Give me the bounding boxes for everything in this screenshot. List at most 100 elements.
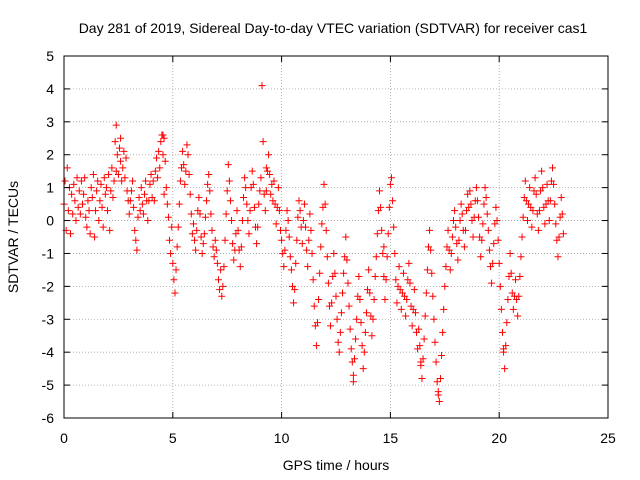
data-point [532, 190, 540, 198]
plot-area [60, 55, 609, 419]
data-point [104, 207, 112, 215]
data-point [107, 187, 115, 195]
data-point [159, 151, 167, 159]
data-point [380, 243, 388, 251]
data-point [119, 164, 127, 172]
data-point [67, 230, 75, 238]
data-point [355, 272, 363, 280]
data-point [435, 398, 443, 406]
y-tick-label: 2 [46, 147, 54, 163]
data-point [478, 236, 486, 244]
data-point [236, 263, 244, 271]
data-point [495, 259, 503, 267]
data-point [84, 197, 92, 205]
data-point [175, 200, 183, 208]
data-point [418, 375, 426, 383]
data-point [258, 82, 266, 90]
data-point [410, 286, 418, 294]
data-point [191, 236, 199, 244]
data-point [423, 266, 431, 274]
data-point [554, 253, 562, 261]
data-point [333, 315, 341, 323]
data-point [132, 236, 140, 244]
data-point [280, 263, 288, 271]
data-point [207, 210, 215, 218]
data-point [427, 246, 435, 254]
data-point [290, 299, 298, 307]
data-point [295, 197, 303, 205]
data-point [521, 177, 529, 185]
data-point [550, 180, 558, 188]
data-point [193, 226, 201, 234]
data-point [225, 177, 233, 185]
data-point [558, 210, 566, 218]
data-point [181, 180, 189, 188]
data-point [274, 184, 282, 192]
data-point [490, 240, 498, 248]
data-point [105, 170, 113, 178]
data-point [517, 253, 525, 261]
data-point [149, 177, 157, 185]
data-point [261, 207, 269, 215]
data-point [534, 226, 542, 234]
data-point [209, 243, 217, 251]
data-point [237, 243, 245, 251]
data-point [92, 207, 100, 215]
data-point [387, 174, 395, 182]
data-point [61, 177, 69, 185]
data-point [86, 230, 94, 238]
data-point [515, 292, 523, 300]
y-tick-label: 0 [46, 213, 54, 229]
data-point [317, 243, 325, 251]
x-tick-label: 15 [383, 430, 399, 446]
data-point [144, 217, 152, 225]
data-point [518, 233, 526, 241]
data-point [357, 319, 365, 327]
data-point [543, 180, 551, 188]
data-point [222, 210, 230, 218]
data-point [383, 253, 391, 261]
data-point [555, 233, 563, 241]
data-point [466, 187, 474, 195]
data-point [415, 325, 423, 333]
data-point [203, 197, 211, 205]
data-point [73, 174, 81, 182]
data-point [378, 226, 386, 234]
data-point [557, 194, 565, 202]
data-point [221, 236, 229, 244]
data-point [368, 332, 376, 340]
data-point [96, 197, 104, 205]
data-point [184, 151, 192, 159]
data-point [330, 249, 338, 257]
data-point [399, 269, 407, 277]
data-point [382, 276, 390, 284]
data-point [296, 207, 304, 215]
data-point [200, 230, 208, 238]
data-point [343, 256, 351, 264]
data-point [360, 348, 368, 356]
data-point [541, 220, 549, 228]
data-point [267, 190, 275, 198]
data-point [262, 164, 270, 172]
data-point [429, 292, 437, 300]
data-point [186, 190, 194, 198]
data-point [218, 292, 226, 300]
data-point [467, 200, 475, 208]
y-tick-label: -3 [42, 311, 55, 327]
data-point [422, 289, 430, 297]
x-tick-labels: 0 5 10 15 20 25 [60, 430, 616, 446]
data-point [228, 217, 236, 225]
data-point [272, 220, 280, 228]
data-point [138, 200, 146, 208]
data-point [538, 167, 546, 175]
data-point [421, 312, 429, 320]
data-point [346, 325, 354, 333]
data-point [234, 226, 242, 234]
data-point [270, 177, 278, 185]
data-point [485, 246, 493, 254]
y-tick-label: -6 [42, 410, 55, 426]
data-point [397, 305, 405, 313]
data-point [117, 134, 125, 142]
data-points [60, 82, 567, 406]
data-point [519, 213, 527, 221]
